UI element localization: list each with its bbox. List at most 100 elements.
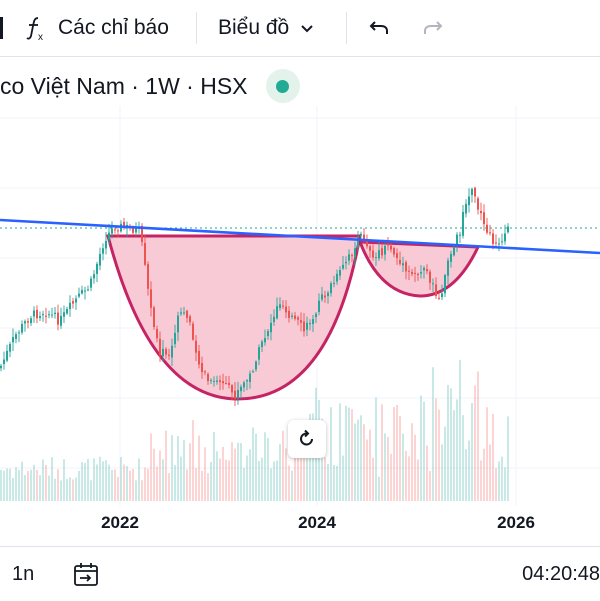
volume-bar	[138, 458, 140, 501]
volume-bar	[21, 461, 23, 501]
candle-body	[75, 298, 77, 303]
volume-bar	[75, 477, 77, 501]
volume-bar	[234, 448, 236, 501]
volume-bar	[147, 468, 149, 501]
volume-bar	[414, 434, 416, 501]
volume-bar	[378, 476, 380, 501]
volume-bar	[150, 433, 152, 501]
indicators-button[interactable]: x Các chỉ báo	[24, 0, 169, 56]
volume-bar	[402, 433, 404, 501]
volume-bar	[348, 407, 350, 501]
candle-body	[381, 248, 383, 256]
reset-chart-button[interactable]	[288, 420, 326, 458]
candle-body	[351, 255, 353, 257]
candle-body	[21, 323, 23, 333]
candle-body	[69, 302, 71, 310]
candle-body	[234, 390, 236, 399]
candle-body	[339, 269, 341, 276]
candle-body	[387, 244, 389, 246]
volume-bar	[483, 448, 485, 501]
candle-body	[321, 294, 323, 300]
volume-bar	[444, 426, 446, 501]
volume-bar	[54, 478, 56, 501]
candle-body	[372, 250, 374, 258]
candle-body	[168, 354, 170, 356]
volume-bar	[180, 456, 182, 501]
candle-body	[405, 262, 407, 272]
toolbar-left-edge	[0, 0, 3, 56]
symbol-header[interactable]: co Việt Nam · 1W · HSX	[0, 66, 300, 106]
x-tick-label: 2024	[298, 513, 336, 532]
candle-body	[306, 322, 308, 330]
volume-bar	[429, 471, 431, 501]
volume-bar	[264, 432, 266, 501]
candle-body	[402, 263, 404, 266]
date-range-button[interactable]	[72, 547, 100, 601]
candle-body	[471, 188, 473, 195]
candle-body	[495, 242, 497, 244]
volume-bar	[120, 457, 122, 501]
trendline[interactable]	[0, 218, 600, 255]
volume-bar	[111, 469, 113, 501]
volume-bar	[123, 464, 125, 501]
candle-body	[24, 321, 26, 324]
volume-bar	[381, 404, 383, 501]
candle-body	[414, 272, 416, 274]
candle-body	[408, 270, 410, 272]
candle-body	[366, 240, 368, 247]
volume-bar	[432, 367, 434, 501]
volume-bar	[165, 430, 167, 501]
volume-bar	[201, 470, 203, 501]
redo-button[interactable]	[422, 0, 444, 56]
volume-bar	[12, 477, 14, 501]
candle-body	[378, 250, 380, 259]
candle-body	[462, 211, 464, 236]
candle-body	[219, 380, 221, 383]
volume-bar	[462, 415, 464, 501]
volume-bar	[270, 468, 272, 501]
volume-bar	[66, 478, 68, 501]
range-1y-button[interactable]: 1n	[12, 547, 34, 601]
volume-bar	[192, 420, 194, 501]
volume-bar	[195, 468, 197, 501]
volume-bar	[387, 436, 389, 501]
undo-button[interactable]	[368, 0, 390, 56]
volume-bar	[498, 461, 500, 501]
volume-bar	[129, 470, 131, 501]
volume-bar	[162, 459, 164, 501]
volume-bar	[456, 399, 458, 501]
volume-bar	[51, 457, 53, 501]
volume-bar	[342, 455, 344, 501]
candle-body	[132, 227, 134, 233]
candle-body	[291, 315, 293, 317]
clock-time: 04:20:48	[522, 562, 600, 585]
candle-body	[51, 314, 53, 316]
candle-body	[420, 272, 422, 274]
candle-body	[294, 315, 296, 319]
candle-body	[231, 385, 233, 393]
candle-body	[3, 359, 5, 365]
volume-bar	[411, 423, 413, 501]
volume-bar	[324, 457, 326, 501]
chart-type-dropdown[interactable]: Biểu đồ	[218, 0, 315, 56]
candle-body	[114, 229, 116, 231]
volume-bar	[0, 469, 2, 501]
candle-body	[441, 293, 443, 298]
candle-body	[54, 312, 56, 315]
candle-body	[183, 312, 185, 314]
candle-body	[288, 310, 290, 318]
candle-body	[30, 318, 32, 324]
volume-bar	[48, 475, 50, 501]
candle-body	[384, 245, 386, 255]
volume-bar	[99, 456, 101, 501]
candle-body	[84, 290, 86, 292]
candle-body	[105, 240, 107, 249]
candle-body	[375, 257, 377, 259]
candle-body	[9, 344, 11, 352]
volume-bar	[306, 420, 308, 501]
volume-bar	[477, 371, 479, 501]
chevron-down-icon	[301, 25, 313, 33]
candle-body	[117, 230, 119, 232]
price-chart[interactable]	[0, 106, 600, 506]
candle-body	[396, 253, 398, 259]
